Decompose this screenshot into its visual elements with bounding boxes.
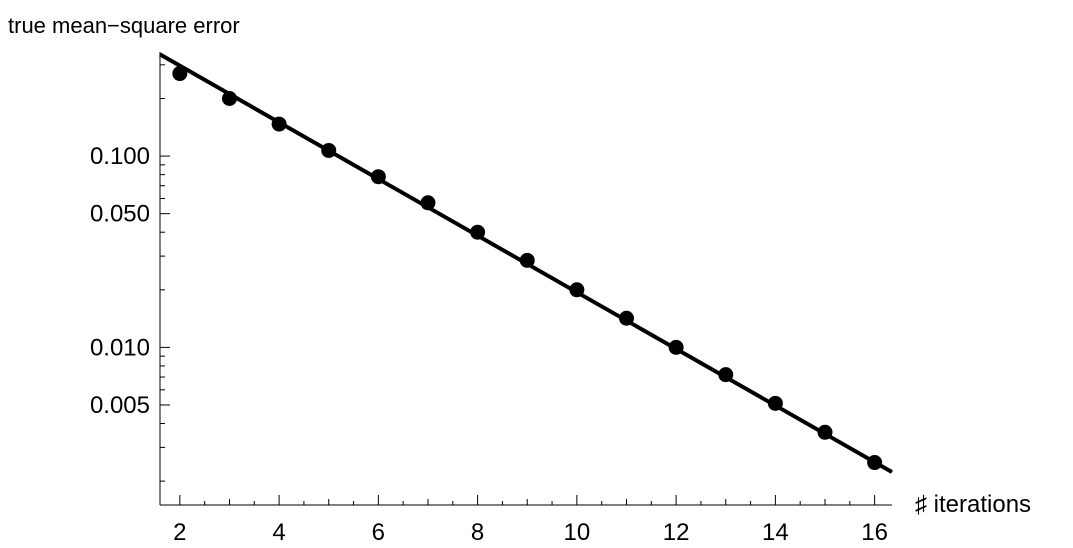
x-tick-label: 2 <box>173 519 186 546</box>
y-tick-label: 0.005 <box>90 392 150 419</box>
data-point <box>718 367 734 383</box>
data-point <box>321 142 337 158</box>
y-tick-label: 0.100 <box>90 143 150 170</box>
x-tick-label: 10 <box>564 519 591 546</box>
data-point <box>172 66 188 82</box>
data-point <box>370 169 386 185</box>
x-tick-label: 8 <box>471 519 484 546</box>
x-tick-label: 14 <box>762 519 789 546</box>
data-point <box>519 252 535 268</box>
ticks: 2 4 6 8 10 12 14 16 0.100 0.050 0.010 0.005 <box>90 64 888 546</box>
data-point <box>817 424 833 440</box>
data-point <box>420 195 436 211</box>
data-point <box>618 310 634 326</box>
x-tick-label: 4 <box>272 519 285 546</box>
data-point <box>767 395 783 411</box>
data-point <box>221 90 237 106</box>
x-tick-label: 6 <box>372 519 385 546</box>
y-tick-label: 0.050 <box>90 201 150 228</box>
x-tick-label: 12 <box>663 519 690 546</box>
data-point <box>569 282 585 298</box>
y-axis-label: true mean−square error <box>8 13 240 38</box>
data-point <box>668 339 684 355</box>
data-point <box>470 224 486 240</box>
x-tick-label: 16 <box>861 519 888 546</box>
y-tick-label: 0.010 <box>90 334 150 361</box>
data-point <box>867 455 883 471</box>
data-point <box>271 116 287 132</box>
data-points <box>172 66 883 471</box>
axes <box>159 52 892 506</box>
x-axis-label: ♯ iterations <box>915 491 1031 518</box>
